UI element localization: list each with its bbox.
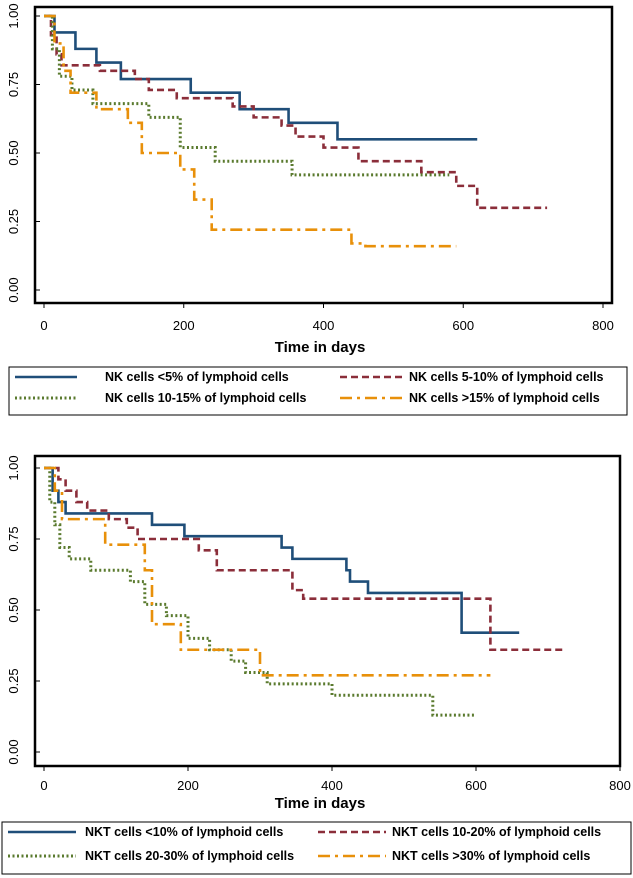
y-tick-label: 1.00 — [6, 455, 21, 480]
series-line-nk-1 — [44, 14, 548, 210]
legend-label: NK cells 5-10% of lymphoid cells — [409, 370, 604, 384]
legend-label: NKT cells 10-20% of lymphoid cells — [392, 825, 601, 839]
plot-frame — [33, 5, 614, 305]
series-line-nkt-2 — [44, 466, 476, 717]
y-tick-label: 0.25 — [6, 668, 21, 693]
series-line-nkt-1 — [44, 466, 563, 652]
x-tick-label: 200 — [173, 318, 195, 333]
legend-label: NKT cells 20-30% of lymphoid cells — [85, 849, 294, 863]
legend-label: NK cells >15% of lymphoid cells — [409, 391, 600, 405]
x-tick-label: 800 — [592, 318, 614, 333]
series-line-nkt-0 — [44, 466, 520, 635]
y-tick-label: 0.25 — [6, 209, 21, 234]
series-line-nkt-3 — [44, 466, 491, 677]
x-tick-label: 800 — [609, 778, 631, 793]
x-axis-title: Time in days — [275, 339, 366, 356]
y-tick-label: 0.75 — [6, 72, 21, 97]
x-tick-label: 600 — [465, 778, 487, 793]
legend-box — [8, 366, 628, 416]
legend-label: NKT cells >30% of lymphoid cells — [392, 849, 590, 863]
y-tick-label: 1.00 — [6, 3, 21, 28]
plot-frame — [33, 454, 622, 768]
x-tick-label: 200 — [177, 778, 199, 793]
legend-box — [1, 821, 632, 875]
x-tick-label: 400 — [321, 778, 343, 793]
y-tick-label: 0.75 — [6, 526, 21, 551]
series-line-nk-2 — [44, 14, 450, 177]
x-tick-label: 0 — [40, 318, 47, 333]
y-tick-label: 0.50 — [6, 140, 21, 165]
chart-nkt-cells: Time in days 0.00 0.25 0.50 0.75 1.00 0 200 400… — [1, 454, 632, 875]
x-tick-label: 400 — [313, 318, 335, 333]
series-line-nk-3 — [44, 14, 457, 248]
legend-label: NK cells <5% of lymphoid cells — [105, 370, 289, 384]
y-tick-label: 0.00 — [6, 739, 21, 764]
legend-label: NK cells 10-15% of lymphoid cells — [105, 391, 307, 405]
chart-nk-cells: Time in days 0.00 0.25 0.50 0.75 1.00 0 200 400… — [6, 3, 628, 416]
legend-label: NKT cells <10% of lymphoid cells — [85, 825, 283, 839]
x-tick-label: 600 — [452, 318, 474, 333]
y-tick-label: 0.50 — [6, 597, 21, 622]
x-axis-title: Time in days — [275, 795, 366, 812]
x-tick-label: 0 — [40, 778, 47, 793]
y-tick-label: 0.00 — [6, 277, 21, 302]
